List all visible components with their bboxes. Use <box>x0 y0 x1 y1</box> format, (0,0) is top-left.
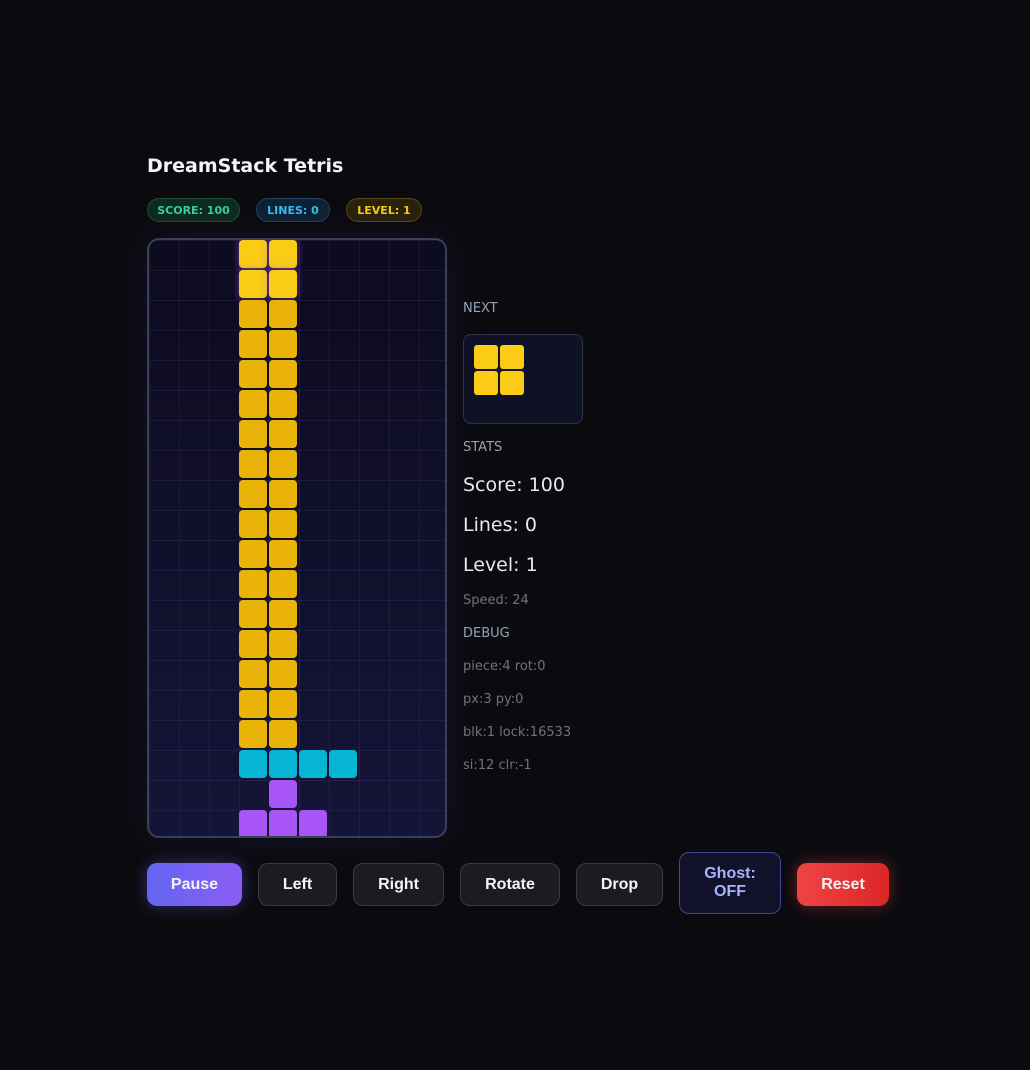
debug-line: px:3 py:0 <box>463 692 524 707</box>
ghost-toggle-button[interactable]: Ghost: OFF <box>679 852 781 914</box>
active-piece-cell <box>269 240 297 268</box>
locked-block-cell <box>239 540 267 568</box>
locked-block-cell <box>239 570 267 598</box>
debug-line: si:12 clr:-1 <box>463 758 532 773</box>
locked-block-cell <box>269 750 297 778</box>
next-piece-cell <box>474 345 498 369</box>
locked-block-cell <box>269 300 297 328</box>
locked-block-cell <box>269 780 297 808</box>
next-piece-cell <box>474 371 498 395</box>
locked-block-cell <box>269 630 297 658</box>
locked-block-cell <box>269 390 297 418</box>
active-piece-cell <box>269 270 297 298</box>
locked-block-cell <box>269 480 297 508</box>
locked-block-cell <box>239 330 267 358</box>
locked-block-cell <box>239 390 267 418</box>
locked-block-cell <box>269 420 297 448</box>
locked-block-cell <box>269 660 297 688</box>
locked-block-cell <box>239 630 267 658</box>
locked-block-cell <box>239 480 267 508</box>
next-piece-preview <box>463 334 583 424</box>
stat-score: Score: 100 <box>463 474 565 496</box>
next-piece-cell <box>500 371 524 395</box>
locked-block-cell <box>239 750 267 778</box>
locked-block-cell <box>269 540 297 568</box>
debug-line: piece:4 rot:0 <box>463 659 546 674</box>
pause-button[interactable]: Pause <box>147 863 242 906</box>
locked-block-cell <box>239 810 267 836</box>
page-title: DreamStack Tetris <box>147 155 344 177</box>
locked-block-cell <box>239 420 267 448</box>
locked-block-cell <box>299 810 327 836</box>
locked-block-cell <box>239 690 267 718</box>
debug-label: DEBUG <box>463 626 510 641</box>
locked-block-cell <box>269 810 297 836</box>
reset-button[interactable]: Reset <box>797 863 889 906</box>
stat-level: Level: 1 <box>463 554 538 576</box>
score-badge: SCORE: 100 <box>147 198 240 222</box>
drop-button[interactable]: Drop <box>576 863 663 906</box>
stat-lines: Lines: 0 <box>463 514 538 536</box>
locked-block-cell <box>269 360 297 388</box>
level-badge: LEVEL: 1 <box>346 198 422 222</box>
lines-badge: LINES: 0 <box>256 198 330 222</box>
active-piece-cell <box>239 240 267 268</box>
locked-block-cell <box>269 720 297 748</box>
locked-block-cell <box>299 750 327 778</box>
rotate-button[interactable]: Rotate <box>460 863 560 906</box>
stats-label: STATS <box>463 440 503 455</box>
locked-block-cell <box>239 300 267 328</box>
debug-line: blk:1 lock:16533 <box>463 725 572 740</box>
locked-block-cell <box>329 750 357 778</box>
next-label: NEXT <box>463 301 498 316</box>
game-board <box>147 238 447 838</box>
active-piece-cell <box>239 270 267 298</box>
locked-block-cell <box>269 570 297 598</box>
locked-block-cell <box>269 690 297 718</box>
locked-block-cell <box>239 660 267 688</box>
locked-block-cell <box>239 360 267 388</box>
locked-block-cell <box>269 330 297 358</box>
locked-block-cell <box>239 600 267 628</box>
locked-block-cell <box>269 510 297 538</box>
locked-block-cell <box>239 720 267 748</box>
locked-block-cell <box>239 450 267 478</box>
right-button[interactable]: Right <box>353 863 444 906</box>
stat-speed: Speed: 24 <box>463 593 529 608</box>
locked-block-cell <box>269 450 297 478</box>
locked-block-cell <box>239 510 267 538</box>
left-button[interactable]: Left <box>258 863 337 906</box>
next-piece-cell <box>500 345 524 369</box>
locked-block-cell <box>269 600 297 628</box>
